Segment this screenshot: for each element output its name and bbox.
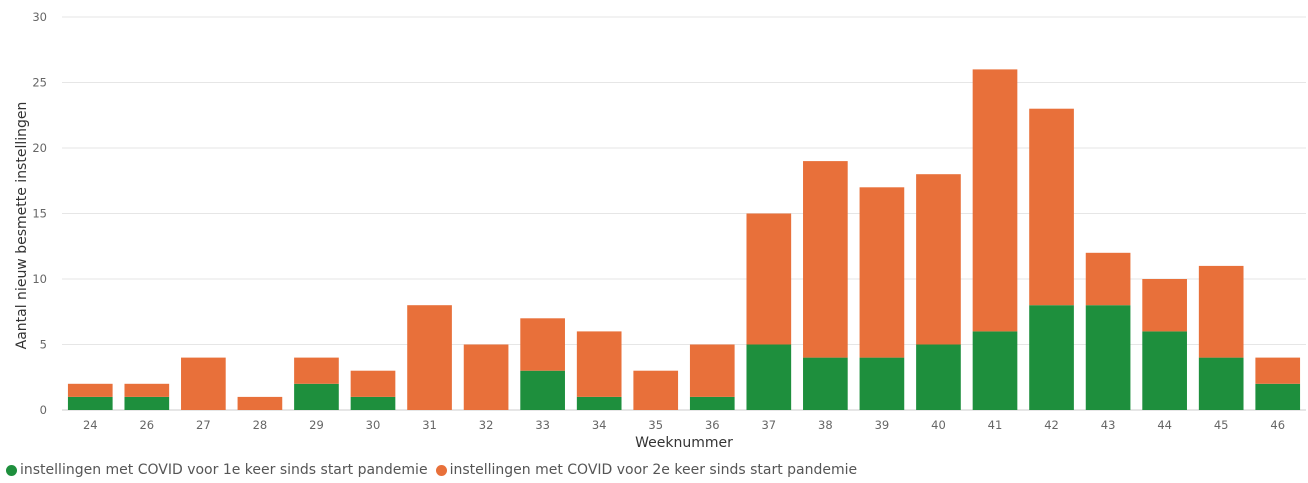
y-axis-ticks: 0 5 10 15 20 25 30 (32, 10, 47, 417)
bar-segment-second-time[interactable] (1255, 357, 1301, 384)
legend-marker-green (6, 464, 17, 476)
y-axis-title: Aantal nieuw besmette instellingen (14, 102, 30, 350)
bar-segment-second-time[interactable] (181, 357, 226, 410)
x-tick-label: 26 (139, 418, 154, 432)
bar-segment-second-time[interactable] (520, 318, 565, 371)
y-tick-label: 20 (32, 141, 47, 155)
x-tick-label: 38 (818, 418, 833, 432)
x-axis-ticks: 24 26 27 28 29 30 31 32 33 34 35 36 37 38 39 40 41 42 43 44… (83, 418, 1285, 432)
bar-segment-first-time[interactable] (1029, 305, 1074, 410)
bar-segment-first-time[interactable] (576, 396, 622, 410)
bar-segment-second-time[interactable] (294, 357, 339, 384)
x-tick-label: 36 (705, 418, 720, 432)
x-tick-label: 30 (366, 418, 381, 432)
bar-segment-second-time[interactable] (67, 383, 113, 397)
x-tick-label: 31 (422, 418, 437, 432)
x-tick-label: 32 (479, 418, 494, 432)
stacked-bar-chart: 0 5 10 15 20 25 30 24 26 27 28 29 30 31 32 33 34 35 36 37 3… (14, 10, 1306, 451)
x-tick-label: 41 (988, 418, 1003, 432)
bar-segment-first-time[interactable] (520, 370, 565, 410)
x-tick-label: 29 (309, 418, 324, 432)
grid-lines (62, 16, 1306, 411)
x-tick-label: 24 (83, 418, 98, 432)
bar-segment-second-time[interactable] (803, 161, 848, 358)
x-tick-label: 43 (1101, 418, 1116, 432)
bar-segment-first-time[interactable] (67, 396, 113, 410)
bar-segment-second-time[interactable] (859, 187, 905, 358)
bar-segment-first-time[interactable] (350, 396, 396, 410)
x-tick-label: 42 (1044, 418, 1059, 432)
x-tick-label: 33 (535, 418, 550, 432)
bar-segment-first-time[interactable] (1198, 357, 1244, 410)
bar-segment-second-time[interactable] (407, 305, 452, 410)
bar-segment-second-time[interactable] (1085, 252, 1131, 306)
x-tick-label: 39 (875, 418, 890, 432)
bars (67, 69, 1301, 411)
y-tick-label: 0 (40, 403, 47, 417)
bar-segment-first-time[interactable] (972, 331, 1018, 410)
legend-label-second-time: instellingen met COVID voor 2e keer sind… (449, 462, 858, 478)
x-tick-label: 44 (1157, 418, 1172, 432)
legend-label-first-time: instellingen met COVID voor 1e keer sind… (20, 462, 428, 478)
x-tick-label: 35 (648, 418, 663, 432)
bar-segment-first-time[interactable] (916, 344, 961, 411)
bar-segment-second-time[interactable] (1198, 265, 1244, 358)
bar-segment-second-time[interactable] (124, 383, 170, 397)
bar-segment-first-time[interactable] (746, 344, 792, 411)
x-tick-label: 28 (253, 418, 268, 432)
legend-item-second-time[interactable]: instellingen met COVID voor 2e keer sind… (435, 462, 858, 478)
x-tick-label: 27 (196, 418, 211, 432)
legend-item-first-time[interactable]: instellingen met COVID voor 1e keer sind… (6, 462, 428, 478)
bar-segment-second-time[interactable] (350, 370, 396, 397)
bar-segment-first-time[interactable] (859, 357, 905, 410)
bar-segment-first-time[interactable] (803, 357, 848, 410)
x-tick-label: 34 (592, 418, 607, 432)
bar-segment-second-time[interactable] (633, 370, 679, 410)
bar-segment-first-time[interactable] (294, 383, 339, 410)
y-tick-label: 15 (32, 207, 47, 221)
bar-segment-first-time[interactable] (1142, 331, 1187, 410)
bar-segment-second-time[interactable] (576, 331, 622, 397)
bar-segment-second-time[interactable] (916, 174, 961, 345)
bar-segment-second-time[interactable] (1029, 108, 1074, 306)
x-tick-label: 46 (1270, 418, 1285, 432)
bar-segment-second-time[interactable] (972, 69, 1018, 332)
x-tick-label: 45 (1214, 418, 1229, 432)
bar-segment-second-time[interactable] (1142, 279, 1187, 332)
x-tick-label: 37 (761, 418, 776, 432)
y-tick-label: 30 (32, 10, 47, 24)
y-tick-label: 25 (32, 76, 47, 90)
bar-segment-first-time[interactable] (1085, 305, 1131, 410)
legend: instellingen met COVID voor 1e keer sind… (6, 460, 865, 480)
bar-segment-first-time[interactable] (689, 396, 735, 410)
x-tick-label: 40 (931, 418, 946, 432)
y-tick-label: 5 (40, 338, 47, 352)
bar-segment-second-time[interactable] (237, 396, 283, 410)
bar-segment-second-time[interactable] (463, 344, 509, 411)
bar-segment-second-time[interactable] (746, 213, 792, 345)
bar-segment-first-time[interactable] (1255, 383, 1301, 410)
bar-segment-first-time[interactable] (124, 396, 170, 410)
bar-segment-second-time[interactable] (689, 344, 735, 397)
y-tick-label: 10 (32, 272, 47, 286)
legend-marker-orange (435, 464, 447, 476)
x-axis-title: Weeknummer (635, 435, 733, 451)
